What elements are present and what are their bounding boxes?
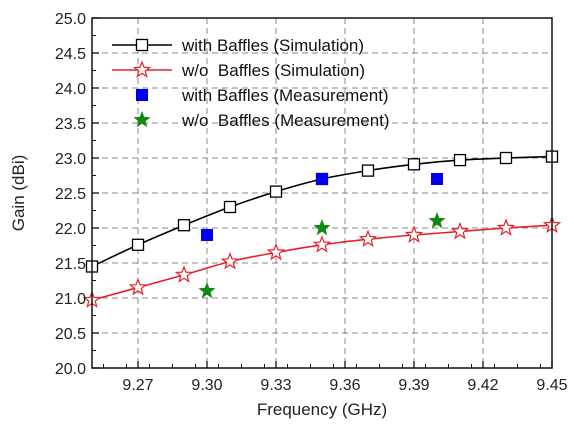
legend-marker-1 (135, 38, 149, 52)
x-tick-label: 9.27 (122, 377, 153, 394)
legend-marker-3 (136, 89, 148, 101)
x-tick-label: 9.36 (329, 377, 360, 394)
data-point-series-2 (220, 251, 240, 270)
y-tick-label: 20.5 (55, 326, 86, 343)
y-tick-label: 24.0 (55, 81, 86, 98)
data-point-series-3 (316, 173, 328, 185)
y-tick-label: 23.0 (55, 151, 86, 168)
data-point-series-1 (131, 238, 145, 251)
data-point-series-1 (223, 200, 237, 214)
data-point-series-1 (269, 185, 283, 198)
data-point-series-2 (358, 229, 378, 248)
y-tick-label: 21.5 (55, 256, 86, 273)
x-axis-title: Frequency (GHz) (257, 400, 387, 419)
data-point-series-2 (266, 242, 286, 261)
y-tick-label: 21.0 (55, 291, 86, 308)
data-point-series-4 (313, 219, 331, 236)
data-point-series-1 (407, 158, 421, 171)
data-point-series-2 (404, 225, 424, 243)
plot-area-frame (91, 17, 553, 369)
data-point-series-2 (312, 235, 332, 253)
tick-labels: 9.27 9.30 9.33 9.36 9.39 9.42 9.45 20.0 20.5 21.0… (55, 11, 568, 394)
data-point-series-1 (361, 164, 375, 177)
data-point-series-4 (428, 212, 446, 229)
x-tick-label: 9.45 (536, 377, 567, 394)
x-tick-label: 9.30 (191, 377, 222, 394)
legend-label-2: w/o Baffles (Simulation) (181, 61, 365, 80)
data-point-series-2 (174, 265, 194, 283)
y-tick-label: 20.0 (55, 361, 86, 378)
data-point-series-4 (198, 282, 216, 299)
data-point-series-3 (201, 229, 213, 241)
legend-marker-4 (133, 111, 151, 128)
y-tick-label: 22.5 (55, 186, 86, 203)
data-point-series-2 (128, 277, 148, 296)
x-tick-label: 9.42 (467, 377, 498, 394)
y-tick-label: 25.0 (55, 11, 86, 28)
y-tick-label: 22.0 (55, 221, 86, 238)
data-point-series-1 (499, 151, 513, 165)
y-tick-label: 23.5 (55, 116, 86, 133)
legend: with Baffles (Simulation) w/o Baffles (Si… (112, 36, 390, 130)
y-tick-label: 24.5 (55, 46, 86, 63)
data-point-series-3 (431, 173, 443, 185)
x-tick-label: 9.33 (260, 377, 291, 394)
data-point-series-2 (450, 221, 470, 240)
legend-label-4: w/o Baffles (Measurement) (181, 111, 390, 130)
legend-marker-2 (132, 60, 152, 78)
legend-label-3: with Baffles (Measurement) (181, 86, 389, 105)
data-point-series-1 (453, 153, 467, 167)
legend-label-1: with Baffles (Simulation) (181, 36, 364, 55)
data-point-series-1 (177, 219, 191, 232)
y-axis-title: Gain (dBi) (9, 155, 28, 232)
x-tick-label: 9.39 (398, 377, 429, 394)
data-point-series-2 (496, 218, 516, 236)
